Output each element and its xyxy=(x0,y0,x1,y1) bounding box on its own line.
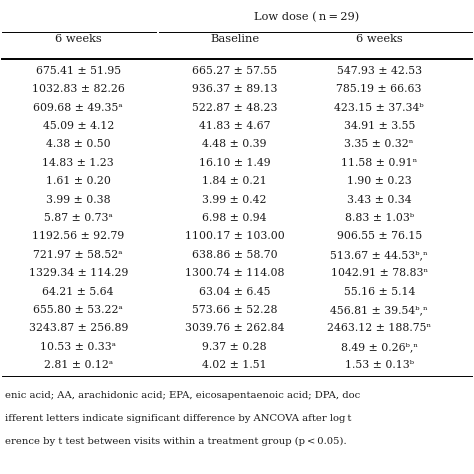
Text: 9.37 ± 0.28: 9.37 ± 0.28 xyxy=(202,342,267,352)
Text: 547.93 ± 42.53: 547.93 ± 42.53 xyxy=(337,66,422,76)
Text: 8.83 ± 1.03ᵇ: 8.83 ± 1.03ᵇ xyxy=(345,213,414,223)
Text: 522.87 ± 48.23: 522.87 ± 48.23 xyxy=(192,103,277,113)
Text: 1032.83 ± 82.26: 1032.83 ± 82.26 xyxy=(32,84,125,94)
Text: 41.83 ± 4.67: 41.83 ± 4.67 xyxy=(199,121,270,131)
Text: 721.97 ± 58.52ᵃ: 721.97 ± 58.52ᵃ xyxy=(34,250,123,260)
Text: 423.15 ± 37.34ᵇ: 423.15 ± 37.34ᵇ xyxy=(334,103,424,113)
Text: 10.53 ± 0.33ᵃ: 10.53 ± 0.33ᵃ xyxy=(40,342,116,352)
Text: 665.27 ± 57.55: 665.27 ± 57.55 xyxy=(192,66,277,76)
Text: 609.68 ± 49.35ᵃ: 609.68 ± 49.35ᵃ xyxy=(33,103,123,113)
Text: 14.83 ± 1.23: 14.83 ± 1.23 xyxy=(42,158,114,168)
Text: 1192.56 ± 92.79: 1192.56 ± 92.79 xyxy=(32,231,124,241)
Text: 2463.12 ± 188.75ⁿ: 2463.12 ± 188.75ⁿ xyxy=(327,323,431,333)
Text: 936.37 ± 89.13: 936.37 ± 89.13 xyxy=(192,84,277,94)
Text: enic acid; AA, arachidonic acid; EPA, eicosapentaenoic acid; DPA, doc: enic acid; AA, arachidonic acid; EPA, ei… xyxy=(5,391,360,400)
Text: 655.80 ± 53.22ᵃ: 655.80 ± 53.22ᵃ xyxy=(33,305,123,315)
Text: 64.21 ± 5.64: 64.21 ± 5.64 xyxy=(43,287,114,297)
Text: 1100.17 ± 103.00: 1100.17 ± 103.00 xyxy=(185,231,284,241)
Text: 3.43 ± 0.34: 3.43 ± 0.34 xyxy=(347,195,411,205)
Text: 6.98 ± 0.94: 6.98 ± 0.94 xyxy=(202,213,267,223)
Text: 6 weeks: 6 weeks xyxy=(356,34,402,44)
Text: 4.48 ± 0.39: 4.48 ± 0.39 xyxy=(202,139,267,149)
Text: 675.41 ± 51.95: 675.41 ± 51.95 xyxy=(36,66,121,76)
Text: 906.55 ± 76.15: 906.55 ± 76.15 xyxy=(337,231,422,241)
Text: 4.02 ± 1.51: 4.02 ± 1.51 xyxy=(202,360,267,370)
Text: 6 weeks: 6 weeks xyxy=(55,34,101,44)
Text: 1329.34 ± 114.29: 1329.34 ± 114.29 xyxy=(28,268,128,278)
Text: 573.66 ± 52.28: 573.66 ± 52.28 xyxy=(192,305,277,315)
Text: 63.04 ± 6.45: 63.04 ± 6.45 xyxy=(199,287,270,297)
Text: 1.90 ± 0.23: 1.90 ± 0.23 xyxy=(347,176,411,186)
Text: 2.81 ± 0.12ᵃ: 2.81 ± 0.12ᵃ xyxy=(44,360,113,370)
Text: ifferent letters indicate significant difference by ANCOVA after log t: ifferent letters indicate significant di… xyxy=(5,414,351,423)
Text: 3.99 ± 0.42: 3.99 ± 0.42 xyxy=(202,195,267,205)
Text: 3243.87 ± 256.89: 3243.87 ± 256.89 xyxy=(28,323,128,333)
Text: Baseline: Baseline xyxy=(210,34,259,44)
Text: 1.61 ± 0.20: 1.61 ± 0.20 xyxy=(46,176,110,186)
Text: 3.99 ± 0.38: 3.99 ± 0.38 xyxy=(46,195,110,205)
Text: 638.86 ± 58.70: 638.86 ± 58.70 xyxy=(192,250,277,260)
Text: 1042.91 ± 78.83ⁿ: 1042.91 ± 78.83ⁿ xyxy=(330,268,428,278)
Text: 34.91 ± 3.55: 34.91 ± 3.55 xyxy=(344,121,415,131)
Text: erence by t test between visits within a treatment group (p < 0.05).: erence by t test between visits within a… xyxy=(5,437,346,446)
Text: 785.19 ± 66.63: 785.19 ± 66.63 xyxy=(337,84,422,94)
Text: 4.38 ± 0.50: 4.38 ± 0.50 xyxy=(46,139,110,149)
Text: 456.81 ± 39.54ᵇ,ⁿ: 456.81 ± 39.54ᵇ,ⁿ xyxy=(330,305,428,315)
Text: 11.58 ± 0.91ⁿ: 11.58 ± 0.91ⁿ xyxy=(341,158,418,168)
Text: Low dose ( n = 29): Low dose ( n = 29) xyxy=(254,12,360,22)
Text: 513.67 ± 44.53ᵇ,ⁿ: 513.67 ± 44.53ᵇ,ⁿ xyxy=(330,250,428,260)
Text: 16.10 ± 1.49: 16.10 ± 1.49 xyxy=(199,158,271,168)
Text: 1300.74 ± 114.08: 1300.74 ± 114.08 xyxy=(185,268,284,278)
Text: 1.84 ± 0.21: 1.84 ± 0.21 xyxy=(202,176,267,186)
Text: 3.35 ± 0.32ⁿ: 3.35 ± 0.32ⁿ xyxy=(345,139,414,149)
Text: 55.16 ± 5.14: 55.16 ± 5.14 xyxy=(344,287,415,297)
Text: 8.49 ± 0.26ᵇ,ⁿ: 8.49 ± 0.26ᵇ,ⁿ xyxy=(341,342,418,352)
Text: 1.53 ± 0.13ᵇ: 1.53 ± 0.13ᵇ xyxy=(345,360,414,370)
Text: 5.87 ± 0.73ᵃ: 5.87 ± 0.73ᵃ xyxy=(44,213,113,223)
Text: 45.09 ± 4.12: 45.09 ± 4.12 xyxy=(43,121,114,131)
Text: 3039.76 ± 262.84: 3039.76 ± 262.84 xyxy=(185,323,284,333)
